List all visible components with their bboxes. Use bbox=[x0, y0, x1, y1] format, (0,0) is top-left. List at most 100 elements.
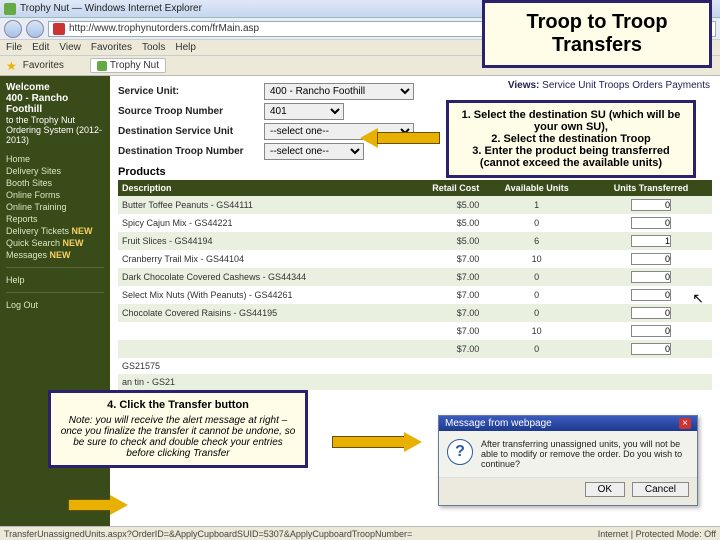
table-row: Cranberry Trail Mix - GS44104$7.0010 bbox=[118, 250, 712, 268]
units-transferred-input[interactable] bbox=[631, 217, 671, 229]
cell-description: Chocolate Covered Raisins - GS44195 bbox=[118, 304, 402, 322]
sidebar-subtitle: to the Trophy Nut Ordering System (2012-… bbox=[6, 115, 104, 145]
back-button[interactable] bbox=[4, 20, 22, 38]
sidebar-item-booth-sites[interactable]: Booth Sites bbox=[6, 177, 104, 189]
address-text: http://www.trophynutorders.com/frMain.as… bbox=[69, 23, 259, 34]
sidebar-nav: Home Delivery Sites Booth Sites Online F… bbox=[6, 153, 104, 261]
cell-xfer bbox=[590, 358, 712, 374]
cell-cost: $7.00 bbox=[402, 322, 483, 340]
sidebar-item-help[interactable]: Help bbox=[6, 274, 104, 286]
cell-avail: 0 bbox=[483, 340, 590, 358]
cell-cost: $5.00 bbox=[402, 232, 483, 250]
menu-favorites[interactable]: Favorites bbox=[91, 42, 132, 53]
cell-avail: 6 bbox=[483, 232, 590, 250]
cell-cost: $5.00 bbox=[402, 196, 483, 214]
sidebar-item-online-training[interactable]: Online Training bbox=[6, 201, 104, 213]
cell-xfer bbox=[590, 322, 712, 340]
browser-tab[interactable]: Trophy Nut bbox=[90, 58, 166, 73]
dialog-text: After transferring unassigned units, you… bbox=[481, 439, 689, 469]
cell-avail: 0 bbox=[483, 214, 590, 232]
sidebar-item-quick-search[interactable]: Quick Search NEW bbox=[6, 237, 104, 249]
col-retail-cost: Retail Cost bbox=[402, 180, 483, 196]
cell-description: Fruit Slices - GS44194 bbox=[118, 232, 402, 250]
views-links[interactable]: Views: Service Unit Troops Orders Paymen… bbox=[508, 80, 710, 91]
dialog-ok-button[interactable]: OK bbox=[585, 482, 625, 497]
units-transferred-input[interactable] bbox=[631, 325, 671, 337]
sidebar-item-home[interactable]: Home bbox=[6, 153, 104, 165]
table-row: $7.0010 bbox=[118, 322, 712, 340]
cell-xfer bbox=[590, 250, 712, 268]
sidebar-welcome: Welcome bbox=[6, 82, 104, 93]
table-row: Select Mix Nuts (With Peanuts) - GS44261… bbox=[118, 286, 712, 304]
arrow-to-selects bbox=[360, 128, 440, 148]
tab-icon bbox=[97, 61, 107, 71]
col-transferred: Units Transferred bbox=[590, 180, 712, 196]
cell-description: Spicy Cajun Mix - GS44221 bbox=[118, 214, 402, 232]
favorites-label[interactable]: Favorites bbox=[23, 60, 64, 71]
sidebar-item-logout[interactable]: Log Out bbox=[6, 299, 104, 311]
service-unit-label: Service Unit: bbox=[118, 86, 258, 97]
cell-description: Butter Toffee Peanuts - GS44111 bbox=[118, 196, 402, 214]
menu-help[interactable]: Help bbox=[175, 42, 196, 53]
cell-avail bbox=[483, 358, 590, 374]
sidebar-item-delivery-tickets[interactable]: Delivery Tickets NEW bbox=[6, 225, 104, 237]
sidebar-item-reports[interactable]: Reports bbox=[6, 213, 104, 225]
sidebar-item-delivery-sites[interactable]: Delivery Sites bbox=[6, 165, 104, 177]
products-table: Description Retail Cost Available Units … bbox=[118, 180, 712, 390]
cell-xfer bbox=[590, 340, 712, 358]
units-transferred-input[interactable] bbox=[631, 253, 671, 265]
cell-cost: $7.00 bbox=[402, 286, 483, 304]
site-icon bbox=[53, 23, 65, 35]
source-troop-label: Source Troop Number bbox=[118, 106, 258, 117]
dialog-cancel-button[interactable]: Cancel bbox=[632, 482, 689, 497]
cell-cost bbox=[402, 374, 483, 390]
table-row: an tin - GS21 bbox=[118, 374, 712, 390]
units-transferred-input[interactable] bbox=[631, 343, 671, 355]
col-description: Description bbox=[118, 180, 402, 196]
menu-view[interactable]: View bbox=[59, 42, 81, 53]
col-available: Available Units bbox=[483, 180, 590, 196]
units-transferred-input[interactable] bbox=[631, 289, 671, 301]
cell-cost: $7.00 bbox=[402, 268, 483, 286]
menu-tools[interactable]: Tools bbox=[142, 42, 165, 53]
sidebar-item-online-forms[interactable]: Online Forms bbox=[6, 189, 104, 201]
sidebar-item-messages[interactable]: Messages NEW bbox=[6, 249, 104, 261]
cell-description: Dark Chocolate Covered Cashews - GS44344 bbox=[118, 268, 402, 286]
menu-edit[interactable]: Edit bbox=[32, 42, 49, 53]
status-bar: TransferUnassignedUnits.aspx?OrderID=&Ap… bbox=[0, 526, 720, 540]
dest-su-label: Destination Service Unit bbox=[118, 126, 258, 137]
cell-description: Select Mix Nuts (With Peanuts) - GS44261 bbox=[118, 286, 402, 304]
forward-button[interactable] bbox=[26, 20, 44, 38]
cell-avail: 0 bbox=[483, 286, 590, 304]
cursor-icon: ↖ bbox=[692, 290, 704, 307]
callout-steps: 1. Select the destination SU (which will… bbox=[446, 100, 696, 178]
cell-description: Cranberry Trail Mix - GS44104 bbox=[118, 250, 402, 268]
cell-cost: $7.00 bbox=[402, 250, 483, 268]
sidebar-org: 400 - Rancho Foothill bbox=[6, 93, 104, 115]
close-icon[interactable]: × bbox=[679, 418, 691, 429]
cell-description bbox=[118, 322, 402, 340]
cell-avail: 10 bbox=[483, 322, 590, 340]
menu-file[interactable]: File bbox=[6, 42, 22, 53]
cell-avail: 1 bbox=[483, 196, 590, 214]
service-unit-select[interactable]: 400 - Rancho Foothill bbox=[264, 83, 414, 100]
cell-cost bbox=[402, 358, 483, 374]
table-row: Chocolate Covered Raisins - GS44195$7.00… bbox=[118, 304, 712, 322]
favorites-star-icon[interactable]: ★ bbox=[6, 59, 17, 73]
cell-cost: $5.00 bbox=[402, 214, 483, 232]
confirm-dialog: Message from webpage × ? After transferr… bbox=[438, 415, 698, 506]
units-transferred-input[interactable] bbox=[631, 307, 671, 319]
units-transferred-input[interactable] bbox=[631, 271, 671, 283]
dialog-titlebar: Message from webpage × bbox=[439, 416, 697, 431]
units-transferred-input[interactable] bbox=[631, 199, 671, 211]
app-icon bbox=[4, 3, 16, 15]
status-right: Internet | Protected Mode: Off bbox=[598, 529, 716, 539]
cell-avail bbox=[483, 374, 590, 390]
source-troop-select[interactable]: 401 bbox=[264, 103, 344, 120]
cell-avail: 0 bbox=[483, 304, 590, 322]
table-row: Fruit Slices - GS44194$5.006 bbox=[118, 232, 712, 250]
callout-title: Troop to Troop Transfers bbox=[482, 0, 712, 68]
cell-description: an tin - GS21 bbox=[118, 374, 402, 390]
dest-troop-select[interactable]: --select one-- bbox=[264, 143, 364, 160]
units-transferred-input[interactable] bbox=[631, 235, 671, 247]
